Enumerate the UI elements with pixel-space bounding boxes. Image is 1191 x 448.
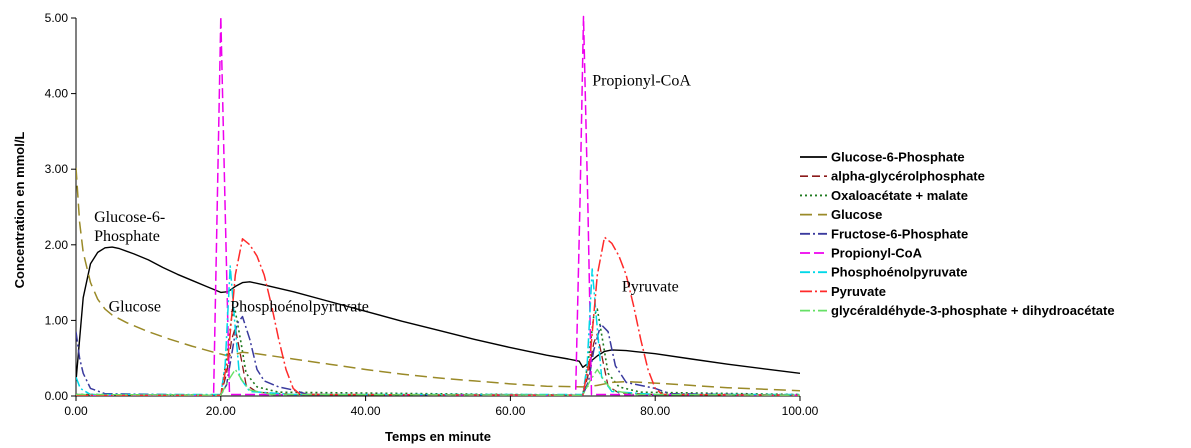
annotations: Glucose-6- Phosphate Glucose Phosphoénolpyr… — [94, 72, 691, 315]
legend: Glucose-6-Phosphate alpha-glycérolphospha… — [800, 150, 1115, 318]
legend-label: Glucose — [831, 207, 882, 222]
legend-label: Propionyl-CoA — [831, 246, 923, 261]
tick-labels: 0.00 1.00 2.00 3.00 4.00 5.00 0.00 20.00 40.00 60… — [45, 11, 819, 418]
series-line — [76, 246, 800, 381]
legend-label: Glucose-6-Phosphate — [831, 150, 965, 165]
annotation-label: Propionyl-CoA — [592, 72, 691, 89]
legend-label: Fructose-6-Phosphate — [831, 226, 968, 241]
x-tick-label: 100.00 — [782, 404, 819, 418]
legend-label: Pyruvate — [831, 284, 886, 299]
x-tick-label: 80.00 — [640, 404, 670, 418]
annotation-label: Pyruvate — [622, 279, 679, 296]
series-line — [76, 15, 800, 396]
legend-label: Phosphoénolpyruvate — [831, 265, 968, 280]
y-axis-title: Concentration en mmol/L — [12, 132, 27, 289]
y-tick-label: 3.00 — [45, 162, 69, 176]
x-tick-label: 0.00 — [64, 404, 88, 418]
series-line — [76, 236, 800, 396]
x-tick-label: 40.00 — [351, 404, 381, 418]
annotation-label: Glucose — [109, 298, 161, 315]
x-tick-label: 60.00 — [495, 404, 525, 418]
legend-label: Oxaloacétate + malate — [831, 188, 968, 203]
series-line — [76, 308, 800, 396]
annotation-label: Glucose-6- — [94, 209, 165, 226]
series-line — [76, 327, 800, 396]
series-line — [76, 315, 800, 396]
y-tick-label: 2.00 — [45, 238, 69, 252]
y-tick-label: 1.00 — [45, 313, 69, 327]
annotation-label: Phosphate — [94, 228, 160, 245]
legend-label: alpha-glycérolphosphate — [831, 169, 985, 184]
series-layer — [76, 15, 800, 396]
y-tick-label: 5.00 — [45, 11, 69, 25]
x-tick-label: 20.00 — [206, 404, 236, 418]
legend-label: glycéraldéhyde-3-phosphate + dihydroacét… — [831, 303, 1115, 318]
y-tick-label: 4.00 — [45, 87, 69, 101]
y-tick-label: 0.00 — [45, 389, 69, 403]
annotation-label: Phosphoénolpyruvate — [230, 298, 369, 315]
series-line — [76, 368, 800, 396]
series-line — [76, 167, 800, 392]
x-axis-title: Temps en minute — [385, 429, 491, 444]
